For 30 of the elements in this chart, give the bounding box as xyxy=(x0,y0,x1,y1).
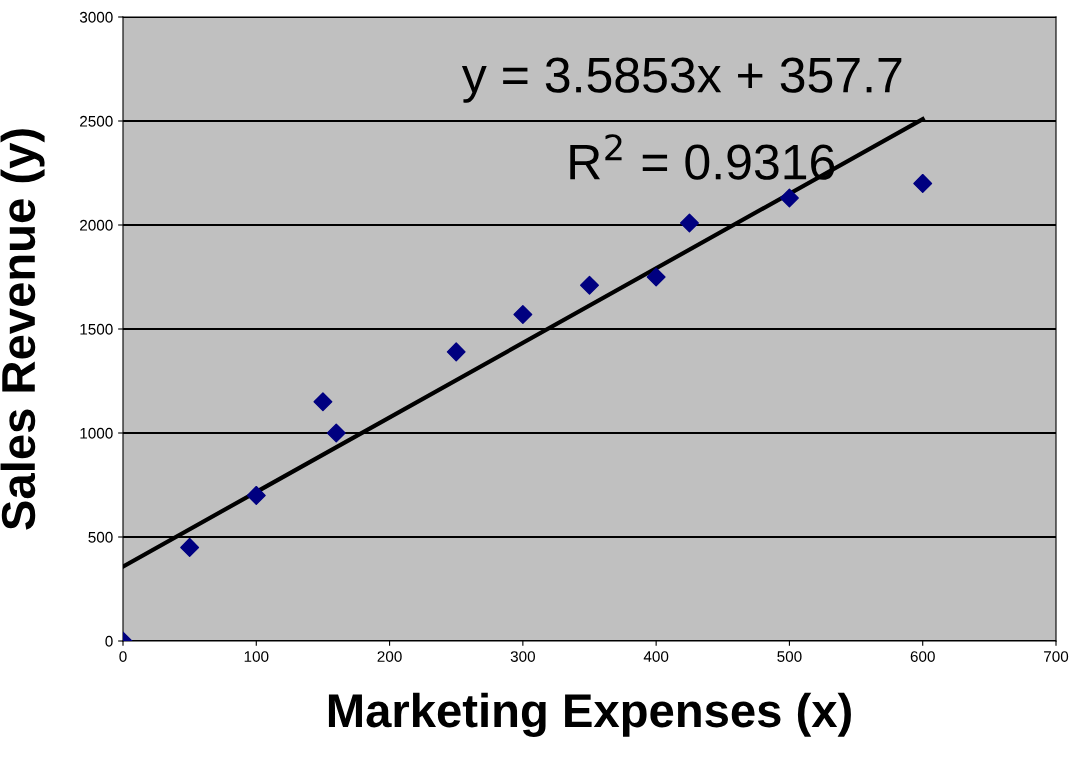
y-tick-label: 1500 xyxy=(80,323,113,335)
point xyxy=(446,342,466,362)
point xyxy=(779,188,799,208)
y-tick-label: 2000 xyxy=(80,219,113,231)
y-tick-label: 500 xyxy=(88,531,113,543)
x-tick-label: 600 xyxy=(910,651,935,662)
point xyxy=(913,173,933,193)
point xyxy=(180,537,200,557)
y-tick-label: 2500 xyxy=(80,115,113,127)
point xyxy=(326,423,346,443)
annotation: R$^{2}$ = 0.9316 xyxy=(570,134,835,180)
y-tick-label: 1000 xyxy=(80,427,113,439)
point xyxy=(513,304,533,324)
y-axis-title: Sales Revenue (y) xyxy=(0,129,45,530)
y-tick-label: 3000 xyxy=(79,11,113,23)
x-axis-title: Marketing Expenses (x) xyxy=(328,692,851,737)
x-tick-label: 0 xyxy=(119,651,127,662)
y-tick-label: 0 xyxy=(105,635,113,647)
x-tick-label: 200 xyxy=(377,651,402,662)
point xyxy=(246,485,266,505)
point xyxy=(580,275,599,295)
x-tick-label: 500 xyxy=(777,651,802,662)
x-tick-label: 700 xyxy=(1044,651,1069,662)
annotation: y = 3.5853x + 357.7 xyxy=(461,57,902,103)
x-tick-label: 100 xyxy=(244,651,269,662)
x-tick-label: 400 xyxy=(643,651,669,662)
point xyxy=(646,267,666,287)
point xyxy=(313,392,333,412)
point xyxy=(679,213,699,233)
x-tick-label: 300 xyxy=(510,651,536,662)
